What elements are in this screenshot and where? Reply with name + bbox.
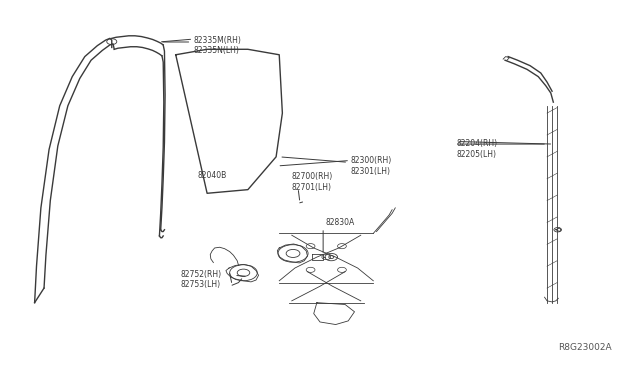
Text: 82335M(RH)
82335N(LH): 82335M(RH) 82335N(LH) — [193, 36, 241, 55]
Text: 82752(RH)
82753(LH): 82752(RH) 82753(LH) — [180, 270, 222, 289]
Text: 82830A: 82830A — [325, 218, 355, 227]
Text: 82040B: 82040B — [198, 171, 227, 180]
Text: 82204(RH)
82205(LH): 82204(RH) 82205(LH) — [457, 140, 498, 159]
Text: 82300(RH)
82301(LH): 82300(RH) 82301(LH) — [350, 156, 391, 176]
Text: R8G23002A: R8G23002A — [558, 343, 612, 352]
Text: 82700(RH)
82701(LH): 82700(RH) 82701(LH) — [292, 172, 333, 192]
